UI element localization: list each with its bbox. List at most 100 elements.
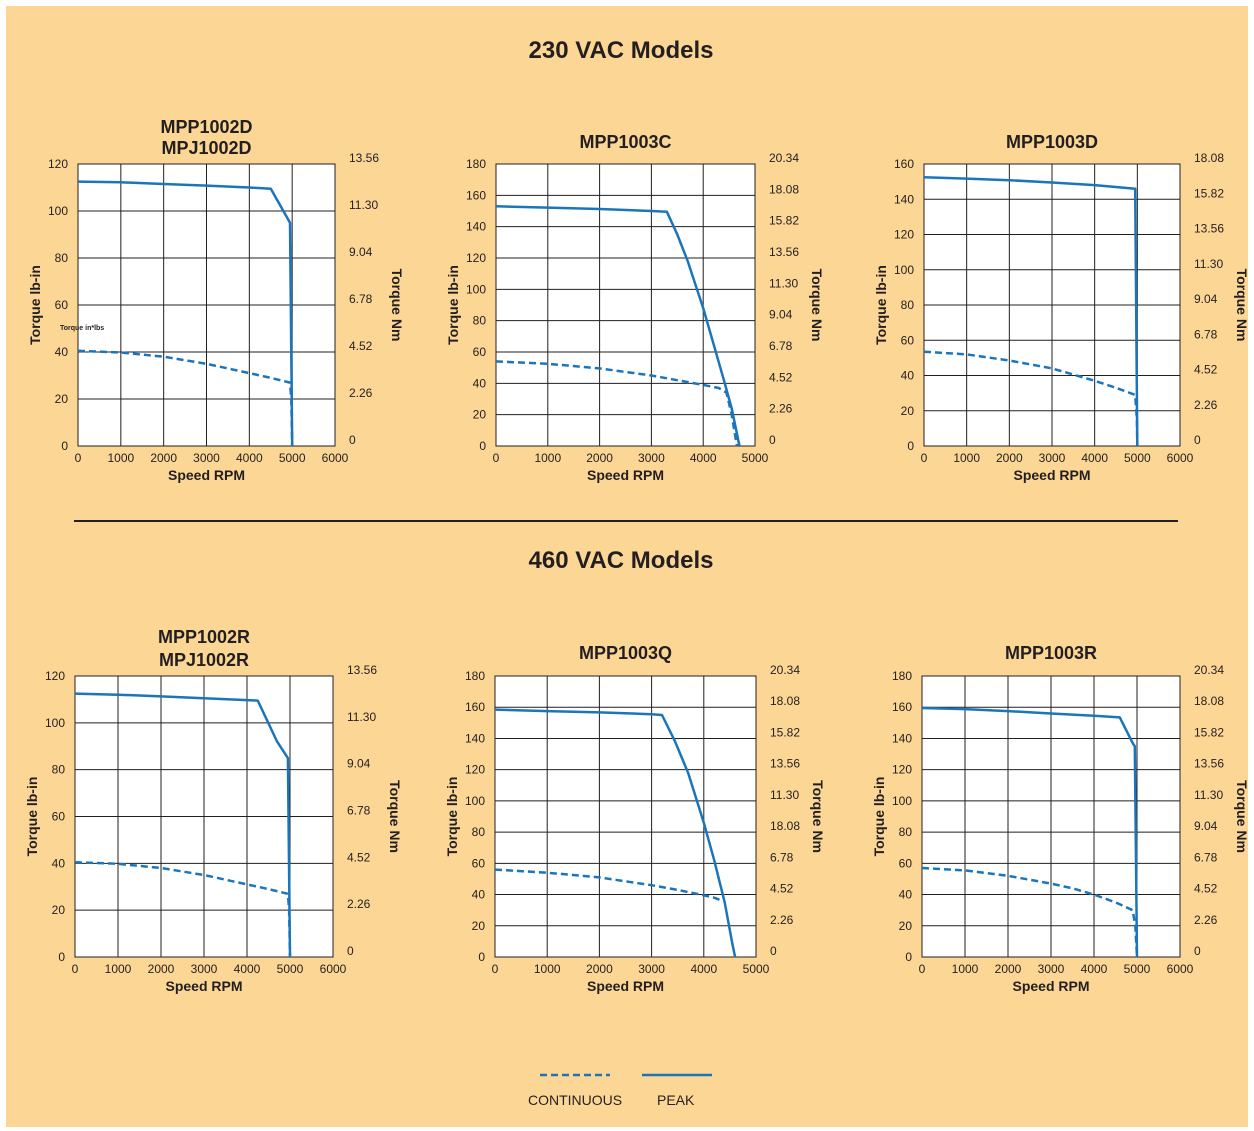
y2-tick-label: 6.78	[347, 804, 371, 818]
y-tick-label: 40	[472, 888, 486, 902]
y-tick-label: 180	[465, 669, 485, 683]
y-tick-label: 60	[55, 298, 69, 312]
y2-tick-label: 9.04	[1194, 292, 1218, 306]
y2-tick-label: 9.04	[349, 245, 373, 259]
y-tick-label: 0	[479, 439, 486, 453]
y2-tick-label: 9.04	[769, 308, 793, 322]
x-tick-label: 6000	[322, 451, 349, 465]
y-tick-label: 0	[58, 950, 65, 964]
y-tick-label: 40	[899, 888, 913, 902]
y2-axis-label: Torque Nm	[1234, 269, 1250, 342]
section-title-230vac: 230 VAC Models	[528, 37, 714, 64]
y2-axis-label: Torque Nm	[810, 780, 826, 853]
series-line-continuous	[74, 860, 292, 958]
y-tick-label: 0	[905, 950, 912, 964]
y2-tick-label: 13.56	[349, 151, 379, 165]
y2-tick-label: 20.34	[1194, 663, 1224, 677]
chart-annotation: Torque in*lbs	[60, 325, 104, 332]
y-tick-label: 60	[899, 856, 913, 870]
x-axis-label: Speed RPM	[168, 467, 245, 483]
chart-title: MPP1003Q	[579, 643, 672, 663]
x-tick-label: 0	[75, 451, 82, 465]
y-tick-label: 160	[894, 157, 914, 171]
y2-tick-label: 2.26	[770, 913, 794, 927]
x-tick-label: 2000	[148, 962, 175, 976]
y-tick-label: 20	[55, 392, 69, 406]
chart-title: MPJ1002D	[161, 138, 251, 158]
y2-tick-label: 11.30	[1194, 257, 1223, 271]
y-tick-label: 120	[466, 251, 486, 265]
y-tick-label: 140	[466, 220, 486, 234]
y2-tick-label: 9.04	[347, 757, 371, 771]
y-tick-label: 40	[52, 856, 66, 870]
y-tick-label: 20	[901, 404, 915, 418]
series-line-continuous	[921, 866, 1139, 958]
y2-tick-label: 11.30	[769, 276, 798, 290]
y-tick-label: 80	[472, 825, 486, 839]
y-axis-label: Torque lb-in	[445, 265, 461, 345]
chart-title: MPP1003R	[1005, 643, 1097, 663]
y-tick-label: 40	[55, 345, 69, 359]
y-axis-label: Torque lb-in	[24, 777, 40, 857]
y2-tick-label: 0	[770, 944, 777, 958]
y2-tick-label: 13.56	[1194, 757, 1224, 771]
y2-tick-label: 11.30	[347, 710, 376, 724]
y-tick-label: 80	[901, 298, 915, 312]
y2-tick-label: 6.78	[1194, 327, 1218, 341]
chart-title: MPP1002R	[158, 627, 250, 647]
y2-tick-label: 0	[1194, 433, 1201, 447]
series-line-peak	[495, 205, 741, 447]
y-tick-label: 0	[61, 439, 68, 453]
y2-axis-label: Torque Nm	[389, 269, 405, 342]
y-tick-label: 180	[466, 157, 486, 171]
x-tick-label: 2000	[150, 451, 177, 465]
series-line-peak	[74, 692, 292, 958]
y-tick-label: 20	[899, 919, 913, 933]
x-tick-label: 5000	[743, 962, 770, 976]
y-tick-label: 100	[894, 263, 914, 277]
y2-tick-label: 13.56	[770, 757, 800, 771]
x-tick-label: 0	[492, 962, 499, 976]
y-tick-label: 80	[55, 251, 69, 265]
y2-tick-label: 0	[769, 433, 776, 447]
series-line-continuous	[77, 349, 294, 447]
y-tick-label: 40	[473, 376, 487, 390]
x-tick-label: 0	[921, 451, 928, 465]
y-tick-label: 160	[892, 700, 912, 714]
chart-title: MPP1003D	[1006, 132, 1098, 152]
x-tick-label: 2000	[996, 451, 1023, 465]
y-tick-label: 100	[48, 204, 68, 218]
y2-tick-label: 20.34	[770, 663, 800, 677]
series-line-continuous	[923, 350, 1139, 447]
series-line-continuous	[495, 360, 739, 447]
chart-title: MPP1003C	[579, 132, 671, 152]
x-tick-label: 5000	[277, 962, 304, 976]
y2-tick-label: 15.82	[770, 725, 800, 739]
y2-tick-label: 15.82	[769, 214, 799, 228]
y-tick-label: 100	[892, 794, 912, 808]
y2-tick-label: 11.30	[770, 788, 799, 802]
y-axis-label: Torque lb-in	[873, 265, 889, 345]
y2-tick-label: 4.52	[769, 370, 793, 384]
y2-tick-label: 2.26	[769, 402, 793, 416]
x-tick-label: 0	[493, 451, 500, 465]
y2-tick-label: 13.56	[347, 663, 377, 677]
y2-tick-label: 18.08	[769, 182, 799, 196]
y2-tick-label: 18.08	[770, 819, 800, 833]
y2-tick-label: 2.26	[1194, 398, 1218, 412]
x-tick-label: 5000	[1124, 962, 1151, 976]
y2-tick-label: 0	[1194, 944, 1201, 958]
y-axis-label: Torque lb-in	[444, 777, 460, 857]
y-tick-label: 20	[52, 903, 66, 917]
y-tick-label: 80	[52, 763, 66, 777]
x-tick-label: 5000	[1124, 451, 1151, 465]
x-axis-label: Speed RPM	[587, 467, 664, 483]
x-tick-label: 4000	[234, 962, 261, 976]
x-tick-label: 0	[72, 962, 79, 976]
x-tick-label: 1000	[952, 962, 979, 976]
plot-area	[494, 675, 757, 958]
x-tick-label: 4000	[690, 962, 717, 976]
